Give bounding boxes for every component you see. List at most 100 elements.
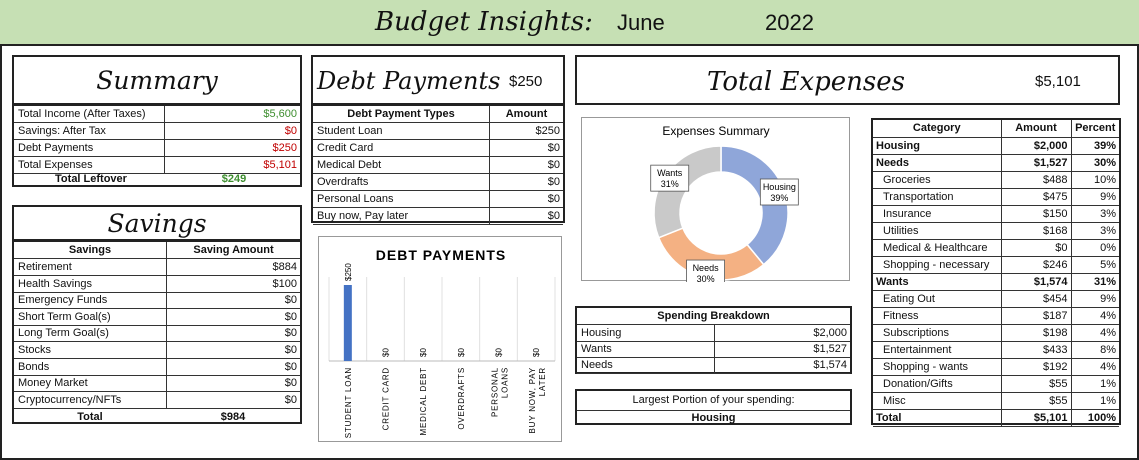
expense-amount: $55 [1000,375,1071,393]
savings-row: Retirement $884 [14,259,300,276]
savings-row-value: $0 [166,358,300,375]
expense-row: Housing $2,000 39% [873,137,1119,155]
savings-row-value: $0 [166,375,300,392]
savings-row-value: $884 [166,259,300,275]
spending-row-label: Needs [581,359,613,371]
expense-row: Insurance $150 3% [873,205,1119,223]
expense-amount: $475 [1000,188,1071,206]
summary-row-label: Debt Payments [18,142,94,154]
savings-row-value: $0 [166,325,300,342]
expense-amount: $246 [1000,256,1071,274]
expenses-title: Total Expenses [707,67,905,97]
savings-header-row: Savings Saving Amount [14,242,300,259]
summary-row: Debt Payments $250 [14,140,300,157]
summary-title: Summary [96,65,218,95]
bar-student-loan [343,285,352,361]
savings-row-label: Stocks [18,344,52,356]
pie-label-name: Housing [763,182,796,192]
spending-breakdown-table: Spending Breakdown Housing $2,000 Wants $1,… [575,306,852,374]
savings-row: Cryptocurrency/NFTs $0 [14,391,300,409]
spending-row: Housing $2,000 [577,325,850,342]
expense-category: Transportation [873,188,1001,206]
debt-row-value: $0 [489,191,563,207]
expense-row: Needs $1,527 30% [873,154,1119,172]
expense-percent: 9% [1070,290,1119,308]
expense-row: Shopping - necessary $246 5% [873,256,1119,274]
savings-total-row: Total $984 [14,408,300,425]
expense-category: Eating Out [873,290,1001,308]
expense-percent: 8% [1070,341,1119,359]
expense-row: Eating Out $454 9% [873,290,1119,308]
pie-label-value: 39% [770,193,788,203]
expense-percent: 1% [1070,375,1119,393]
expense-category: Insurance [873,205,1001,223]
expense-percent: 30% [1070,154,1119,172]
expense-category: Entertainment [873,341,1001,359]
spending-title: Spending Breakdown [657,310,770,322]
spending-row-value: $2,000 [714,325,850,341]
debt-row-value: $0 [489,140,563,156]
amount-col-header: Amount [1000,120,1071,138]
summary-row-value: $5,101 [164,157,300,173]
summary-row-value: $250 [164,140,300,156]
savings-row-label: Short Term Goal(s) [18,310,111,323]
expense-amount: $488 [1000,171,1071,189]
expense-row: Wants $1,574 31% [873,273,1119,291]
saving-amount-col-header: Saving Amount [166,242,300,258]
savings-row-value: $0 [166,308,300,325]
expense-percent: 4% [1070,358,1119,376]
expense-category: Total [873,409,1001,427]
savings-col-header: Savings [68,244,112,256]
spending-row-value: $1,527 [714,341,850,357]
savings-title-box: Savings [12,205,302,241]
debt-table: Debt Payment Types Amount Student Loan $2… [311,104,565,225]
expense-percent: 100% [1070,409,1119,427]
expense-amount: $168 [1000,222,1071,240]
savings-row-value: $0 [166,292,300,309]
expense-category: Donation/Gifts [873,375,1001,393]
savings-title: Savings [107,208,207,238]
debt-row-label: Personal Loans [317,193,394,205]
bar-data-label: $0 [382,348,391,357]
savings-row-label: Emergency Funds [18,294,108,307]
expense-amount: $187 [1000,307,1071,325]
expense-category: Wants [873,273,1001,291]
summary-row: Savings: After Tax $0 [14,123,300,140]
savings-row: Stocks $0 [14,342,300,359]
year-label: 2022 [765,10,814,35]
expenses-title-box: Total Expenses $5,101 [575,55,1120,105]
expense-row: Groceries $488 10% [873,171,1119,189]
expense-row: Medical & Healthcare $0 0% [873,239,1119,257]
bar-data-label: $0 [419,348,428,357]
percent-col-header: Percent [1070,120,1119,138]
expense-category: Needs [873,154,1001,172]
pie-slice-housing [720,145,789,266]
expense-amount: $454 [1000,290,1071,308]
bar-category-label: STUDENT LOAN [344,367,353,438]
debt-row: Medical Debt $0 [313,157,563,174]
expense-amount: $1,527 [1000,154,1071,172]
expense-category: Housing [873,137,1001,155]
debt-header-row: Debt Payment Types Amount [313,106,563,123]
summary-row-label: Total Expenses [18,159,93,171]
expense-category-table: Category Amount Percent Housing $2,000 39%… [871,118,1121,427]
savings-row: Money Market $0 [14,375,300,393]
expense-row: Entertainment $433 8% [873,341,1119,359]
pie-label-name: Wants [657,168,683,178]
expense-category: Medical & Healthcare [873,239,1001,257]
expense-amount: $0 [1000,239,1071,257]
expense-percent: 0% [1070,239,1119,257]
debt-types-col-header: Debt Payment Types [347,108,455,120]
debt-total: $250 [509,73,543,90]
expense-percent: 3% [1070,222,1119,240]
largest-label: Largest Portion of your spending: [632,394,795,406]
leftover-value: $249 [221,172,247,185]
expense-percent: 1% [1070,392,1119,410]
spending-row-label: Housing [581,327,622,339]
debt-row: Buy now, Pay later $0 [313,208,563,225]
summary-row-value: $5,600 [164,106,300,122]
expense-grid: Category Amount Percent Housing $2,000 39%… [873,120,1119,427]
expense-amount: $192 [1000,358,1071,376]
debt-row: Credit Card $0 [313,140,563,157]
summary-row-label: Savings: After Tax [18,125,106,137]
